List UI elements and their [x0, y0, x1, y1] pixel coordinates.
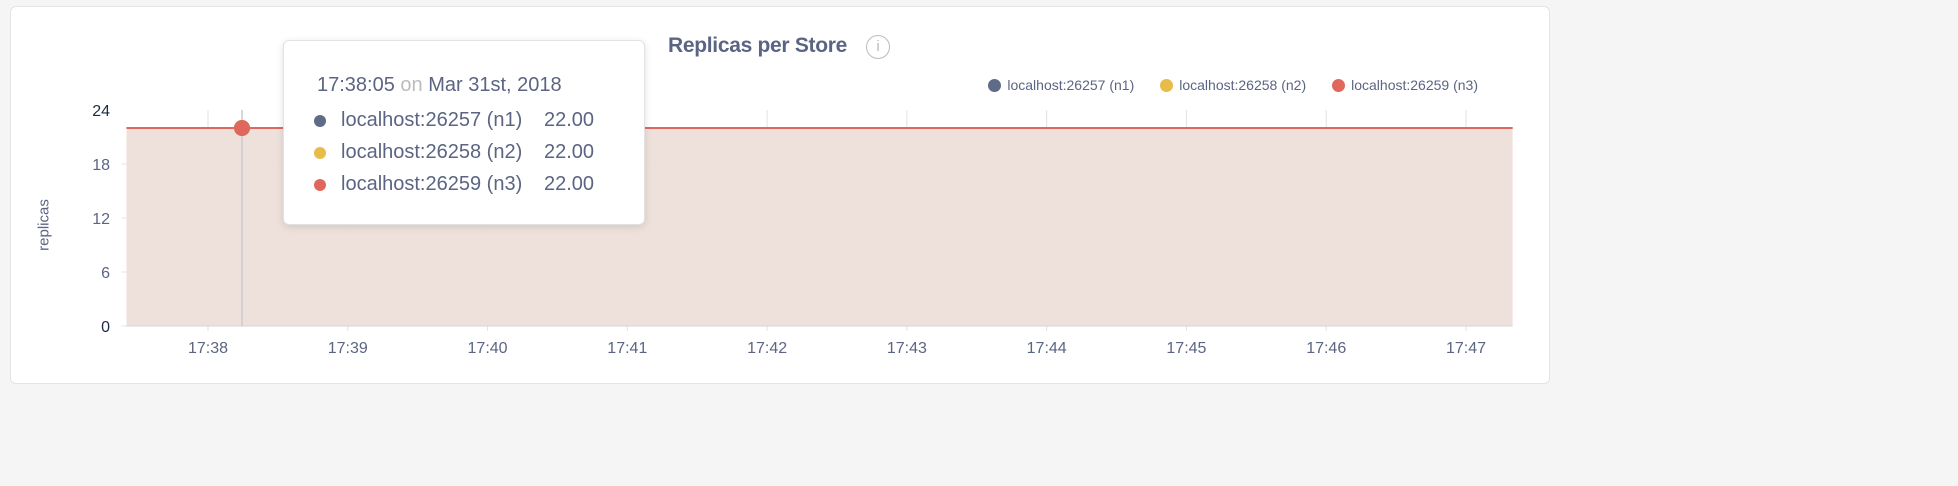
y-tick-label: 18 — [92, 157, 110, 174]
legend-dot-icon — [988, 78, 1002, 92]
x-tick-label: 17:38 — [188, 340, 228, 357]
series-dot-icon — [314, 146, 326, 159]
x-tick-label: 17:43 — [887, 340, 927, 357]
tooltip-label: localhost:26259 (n3) — [341, 173, 523, 195]
series-dot-icon — [314, 114, 326, 127]
tooltip-row: localhost:26258 (n2) 22.00 — [314, 141, 594, 164]
y-tick-label: 12 — [92, 211, 110, 228]
tooltip-value: 22.00 — [544, 173, 595, 195]
legend-dot-icon — [1160, 78, 1174, 92]
legend-label: localhost:26258 (n2) — [1179, 77, 1307, 93]
x-tick-label: 17:41 — [607, 340, 647, 357]
legend-dot-icon — [1332, 78, 1346, 92]
tooltip: 17:38:05 on Mar 31st, 2018 localhost:262… — [283, 40, 645, 225]
legend-item[interactable]: localhost:26259 (n3) — [1332, 77, 1478, 93]
chart-title: Replicas per Store — [668, 34, 848, 57]
x-tick-label: 17:39 — [328, 340, 368, 357]
tooltip-row: localhost:26259 (n3) 22.00 — [314, 173, 594, 196]
x-tick-label: 17:40 — [468, 340, 508, 357]
x-tick-label: 17:44 — [1027, 340, 1067, 357]
tooltip-label: localhost:26258 (n2) — [341, 141, 523, 163]
tooltip-date: Mar 31st, 2018 — [428, 74, 562, 96]
legend-item[interactable]: localhost:26258 (n2) — [1160, 77, 1306, 93]
tooltip-header: 17:38:05 on Mar 31st, 2018 — [317, 74, 562, 97]
x-tick-label: 17:46 — [1306, 340, 1346, 357]
legend: localhost:26257 (n1) localhost:26258 (n2… — [988, 77, 1478, 93]
x-tick-label: 17:45 — [1166, 340, 1206, 357]
x-tick-label: 17:47 — [1446, 340, 1486, 357]
y-axis-label: replicas — [35, 199, 53, 251]
tooltip-time: 17:38:05 — [317, 74, 395, 96]
x-tick-label: 17:42 — [747, 340, 787, 357]
series-dot-icon — [314, 178, 326, 191]
tooltip-label: localhost:26257 (n1) — [341, 109, 523, 131]
legend-item[interactable]: localhost:26257 (n1) — [988, 77, 1134, 93]
legend-label: localhost:26257 (n1) — [1007, 77, 1135, 93]
y-tick-label: 6 — [101, 265, 110, 282]
y-tick-label: 24 — [92, 103, 110, 120]
info-icon[interactable]: i — [866, 35, 890, 59]
y-tick-label: 0 — [101, 319, 110, 336]
tooltip-row: localhost:26257 (n1) 22.00 — [314, 109, 594, 132]
tooltip-on: on — [400, 74, 423, 96]
hover-point — [234, 120, 250, 136]
legend-label: localhost:26259 (n3) — [1351, 77, 1478, 93]
tooltip-value: 22.00 — [544, 141, 595, 163]
tooltip-value: 22.00 — [544, 109, 595, 131]
